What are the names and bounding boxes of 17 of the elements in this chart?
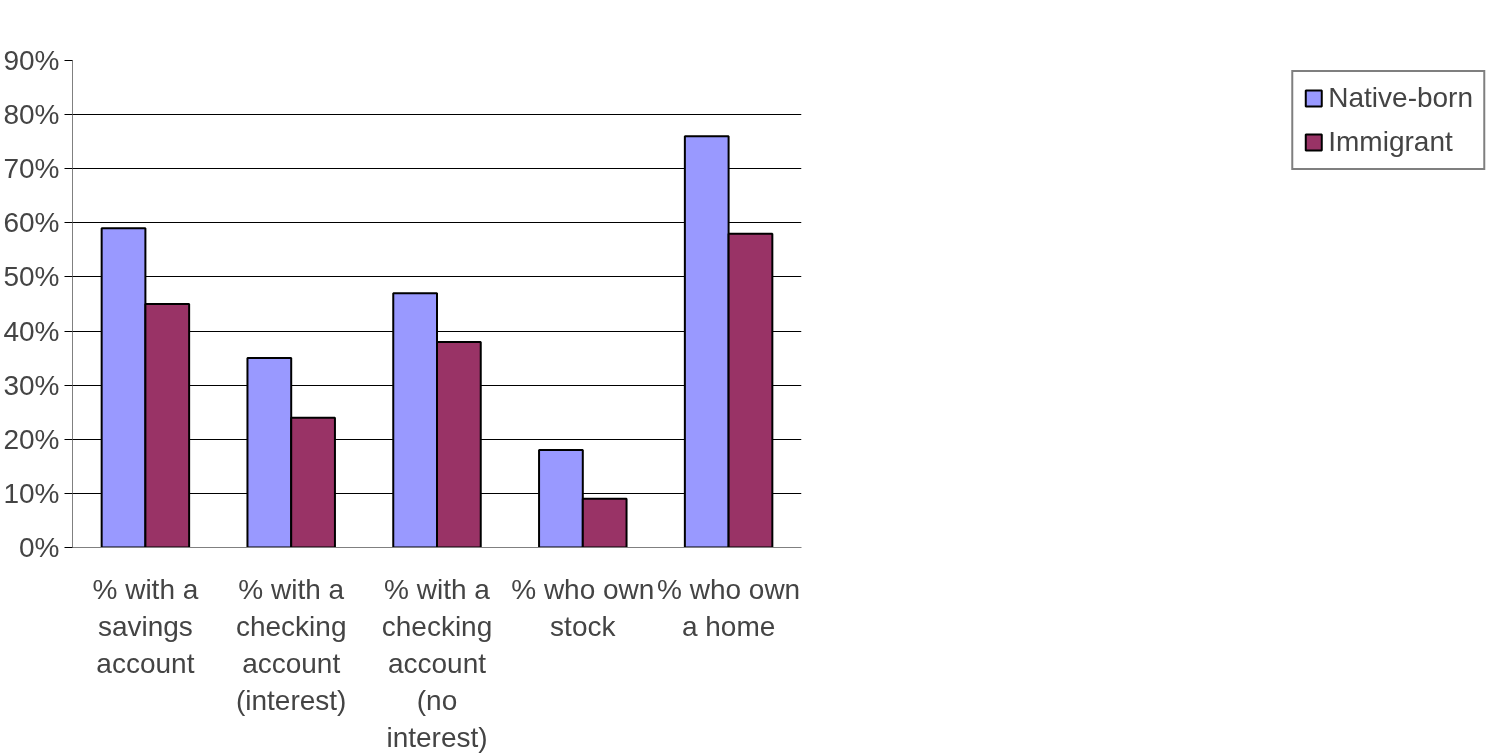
x-tick-label: % who own a home xyxy=(657,573,801,642)
y-tick-label: 70% xyxy=(3,153,60,185)
x-tick-label: % with a checking account (no interest) xyxy=(381,573,493,754)
y-tick-label: 10% xyxy=(3,477,60,509)
legend-label: Native-born xyxy=(1328,82,1473,114)
y-tick-label: 80% xyxy=(3,99,60,131)
x-tick-label: % with a checking account (interest) xyxy=(235,573,347,717)
legend-label: Immigrant xyxy=(1328,126,1453,158)
y-tick-label: 50% xyxy=(3,261,60,293)
y-tick-label: 60% xyxy=(3,207,60,239)
y-tick-label: 0% xyxy=(19,532,60,563)
y-tick-label: 30% xyxy=(3,369,60,401)
x-tick-label: % who own stock xyxy=(511,573,655,642)
y-tick-label: 20% xyxy=(3,423,60,455)
y-tick-label: 40% xyxy=(3,315,60,347)
x-tick-label: % with a savings account xyxy=(92,573,199,679)
y-tick-label: 90% xyxy=(3,45,60,76)
